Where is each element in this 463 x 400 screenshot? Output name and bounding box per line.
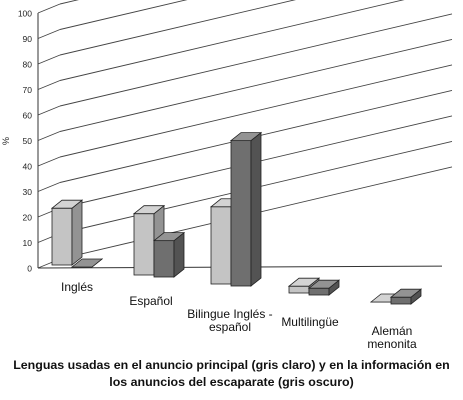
- gridline-side: [37, 156, 61, 167]
- bar-top: [50, 199, 84, 209]
- y-axis-label: %: [1, 137, 11, 145]
- bar-side: [250, 131, 262, 287]
- x-tick-label-line: Bilingue Inglés -: [187, 307, 272, 321]
- bar-front: [308, 287, 330, 296]
- bars: [50, 131, 423, 305]
- gridline-side: [37, 3, 61, 14]
- bar-top: [152, 232, 186, 242]
- x-tick-label-line: español: [209, 320, 251, 334]
- x-tick-label-line: menonita: [367, 337, 417, 351]
- bar-top: [307, 279, 341, 289]
- y-tick-label: 10: [23, 238, 33, 248]
- gridline: [59, 0, 297, 56]
- bar-front: [288, 285, 310, 294]
- gridline: [59, 0, 405, 81]
- bar-front: [390, 296, 412, 305]
- x-tick-label-line: Multilingüe: [281, 315, 339, 329]
- gridline-side: [37, 105, 61, 116]
- y-tick-label: 40: [23, 162, 33, 172]
- gridline: [59, 13, 453, 107]
- gridline-side: [37, 131, 61, 141]
- labels: 0 10 20 30 40 50 60 70 80 90 100% Inglés Español Bili…: [1, 9, 417, 352]
- bar-top: [132, 205, 166, 215]
- y-tick-label: 30: [23, 187, 33, 197]
- y-tick-label: 50: [23, 136, 33, 146]
- caption-line-2: los anuncios del escaparate (gris oscuro…: [109, 375, 354, 389]
- bar-light-0: [50, 199, 84, 266]
- bar-dark-4: [389, 288, 423, 305]
- x-tick-label: Alemán menonita: [367, 324, 417, 351]
- x-tick-label: Multilingüe: [281, 315, 339, 329]
- bar-top: [287, 277, 321, 287]
- gridline: [59, 0, 188, 30]
- chart: 0 10 20 30 40 50 60 70 80 90 100% Inglés Español Bili…: [1, 0, 453, 352]
- bar-top: [389, 288, 423, 298]
- x-tick-label-line: Inglés: [61, 280, 93, 294]
- y-tick-label: 90: [23, 34, 33, 44]
- bar-dark-0: [70, 258, 104, 268]
- figure-caption: Lenguas usadas en el anuncio principal (…: [0, 357, 463, 391]
- gridline-side: [37, 182, 61, 192]
- caption-line-1: Lenguas usadas en el anuncio principal (…: [13, 358, 450, 372]
- bar-top: [70, 258, 104, 268]
- y-tick-label: 20: [23, 213, 33, 223]
- bar-front: [133, 213, 155, 276]
- y-tick-label: 70: [23, 85, 33, 95]
- x-tick-label: Bilingue Inglés -español: [187, 307, 272, 334]
- bar-dark-3: [307, 279, 341, 296]
- bar-front: [230, 140, 252, 287]
- bar-front: [51, 207, 73, 266]
- bar-dark-1: [152, 231, 186, 278]
- y-tick-label: 100: [18, 9, 32, 19]
- x-tick-label: Inglés: [61, 280, 93, 294]
- y-tick-label: 60: [23, 111, 33, 121]
- x-tick-label-line: Español: [129, 294, 172, 308]
- gridline-side: [37, 54, 61, 65]
- gridline: [59, 64, 453, 158]
- y-tick-label: 0: [27, 264, 32, 274]
- y-tick-label: 80: [23, 60, 33, 70]
- bar-front: [153, 240, 175, 278]
- bar-front: [210, 206, 232, 285]
- bar-side: [71, 199, 83, 266]
- x-tick-label-line: Alemán: [372, 324, 413, 338]
- x-tick-label: Español: [129, 294, 172, 308]
- bar-dark-2: [229, 131, 263, 287]
- bar-top: [229, 132, 263, 142]
- gridline: [59, 38, 453, 132]
- gridline-side: [37, 80, 61, 90]
- gridline-side: [37, 29, 61, 39]
